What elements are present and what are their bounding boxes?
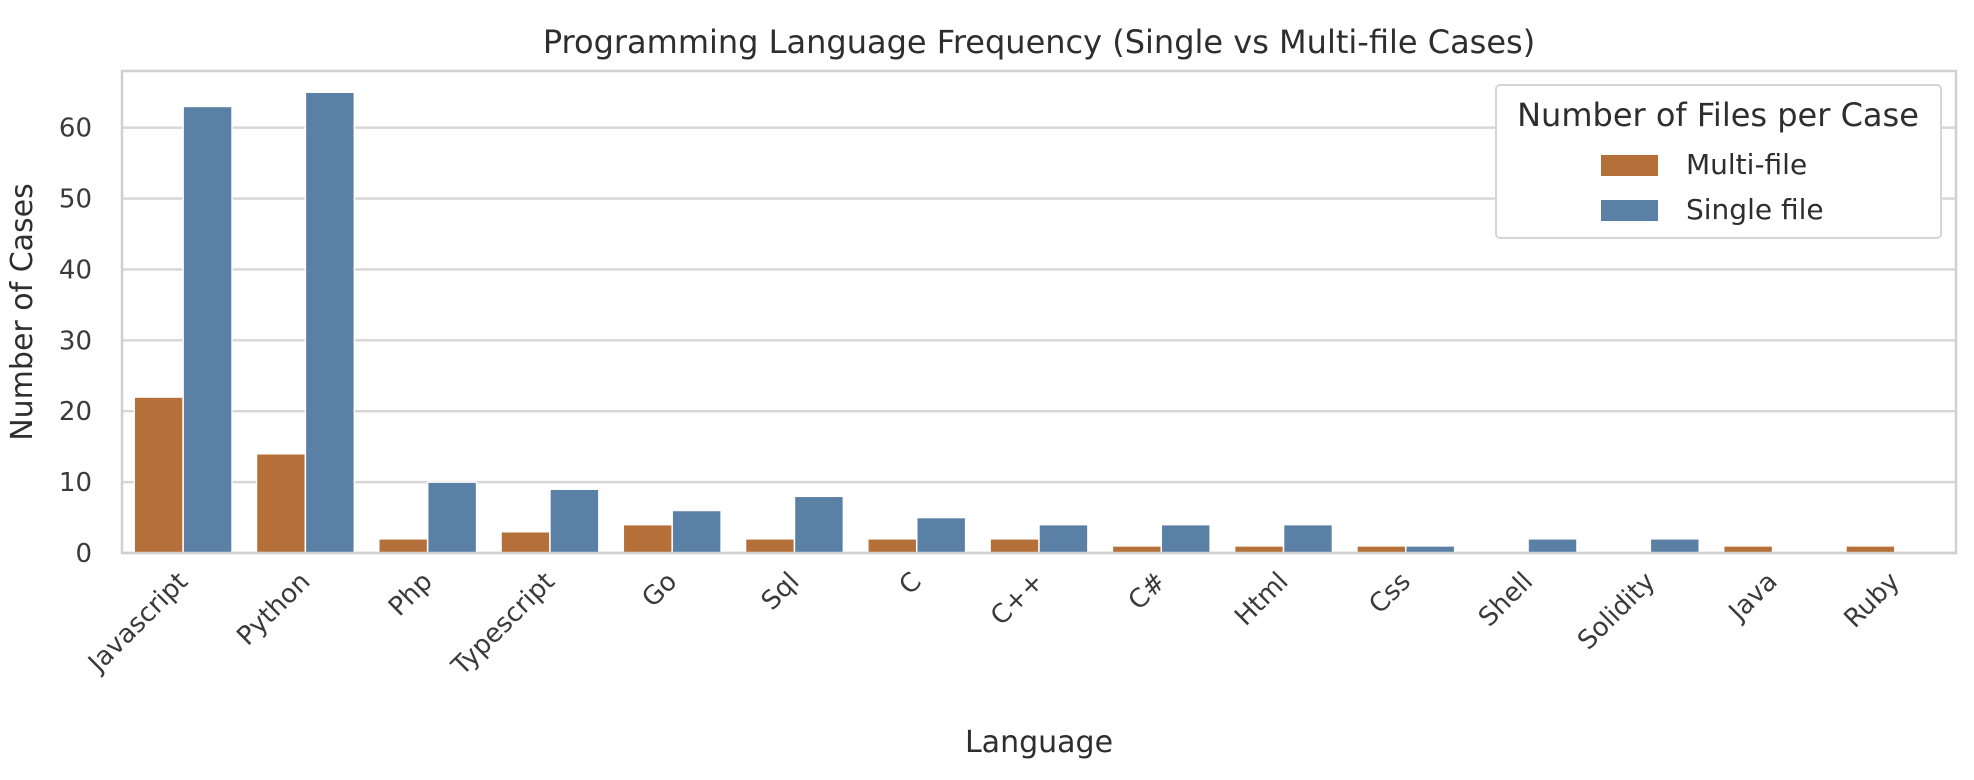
bar-multi-file-go — [622, 523, 673, 554]
x-tick-label: C++ — [985, 567, 1050, 632]
x-tick-label: Python — [231, 567, 316, 652]
legend-swatch-multi-file — [1601, 155, 1658, 176]
legend: Number of Files per Case Multi-file Sing… — [1495, 84, 1942, 239]
y-tick-label: 10 — [59, 468, 92, 498]
x-tick-label: Sql — [756, 567, 806, 617]
legend-swatch-single-file — [1601, 200, 1658, 221]
bar-multi-file-javascript — [133, 396, 184, 554]
legend-label-multi-file: Multi-file — [1686, 148, 1807, 181]
bar-single-file-python — [304, 91, 356, 554]
bar-single-file-php — [426, 481, 478, 554]
bar-multi-file-php — [378, 538, 429, 554]
plot-frame — [120, 69, 1958, 555]
bars — [133, 91, 1896, 554]
x-tick-label: Php — [383, 567, 439, 623]
x-tick-label: Html — [1229, 567, 1294, 632]
x-axis-title: Language — [965, 725, 1113, 760]
bar-single-file-cplusplus — [1038, 523, 1089, 554]
bar-single-file-go — [671, 509, 722, 554]
y-tick-label: 20 — [59, 397, 92, 427]
bar-single-file-javascript — [182, 105, 233, 554]
y-tick-label: 50 — [59, 185, 92, 215]
bar-multi-file-python — [255, 453, 307, 554]
x-tick-label: Java — [1722, 567, 1783, 628]
x-tick-label: Shell — [1473, 567, 1539, 633]
y-tick-label: 40 — [59, 255, 92, 285]
x-tick-label: Typescript — [446, 567, 561, 682]
bar-multi-file-sql — [744, 538, 796, 554]
legend-title: Number of Files per Case — [1517, 96, 1919, 134]
bar-single-file-csharp — [1160, 523, 1211, 554]
y-tick-label: 60 — [59, 114, 92, 144]
y-axis-title: Number of Cases — [5, 183, 40, 441]
x-tick-label: Solidity — [1572, 567, 1661, 656]
bar-single-file-shell — [1527, 538, 1578, 554]
y-tick-label: 0 — [75, 539, 92, 569]
bar-single-file-c — [915, 516, 967, 554]
bar-single-file-sql — [793, 495, 845, 554]
x-tick-label: Css — [1364, 567, 1417, 620]
chart-title: Programming Language Frequency (Single v… — [543, 23, 1535, 61]
x-tick-label: C — [894, 567, 928, 601]
y-tick-label: 30 — [59, 326, 92, 356]
bar-single-file-typescript — [549, 488, 600, 554]
x-tick-label: Javascript — [81, 567, 194, 680]
y-tick-labels: 0 10 20 30 40 50 60 — [59, 114, 92, 569]
bar-multi-file-typescript — [500, 530, 551, 554]
bar-multi-file-cplusplus — [989, 538, 1040, 554]
x-tick-label: Go — [636, 567, 683, 614]
bar-single-file-html — [1282, 523, 1334, 554]
legend-label-single-file: Single file — [1686, 193, 1824, 226]
x-tick-labels: Javascript Python Php Typescript Go Sql C C++ C#… — [81, 567, 1905, 682]
legend-box — [1495, 84, 1942, 239]
bar-multi-file-c — [867, 538, 918, 554]
x-tick-label: Ruby — [1838, 567, 1905, 634]
x-tick-label: C# — [1123, 567, 1172, 616]
bar-single-file-solidity — [1649, 538, 1700, 554]
